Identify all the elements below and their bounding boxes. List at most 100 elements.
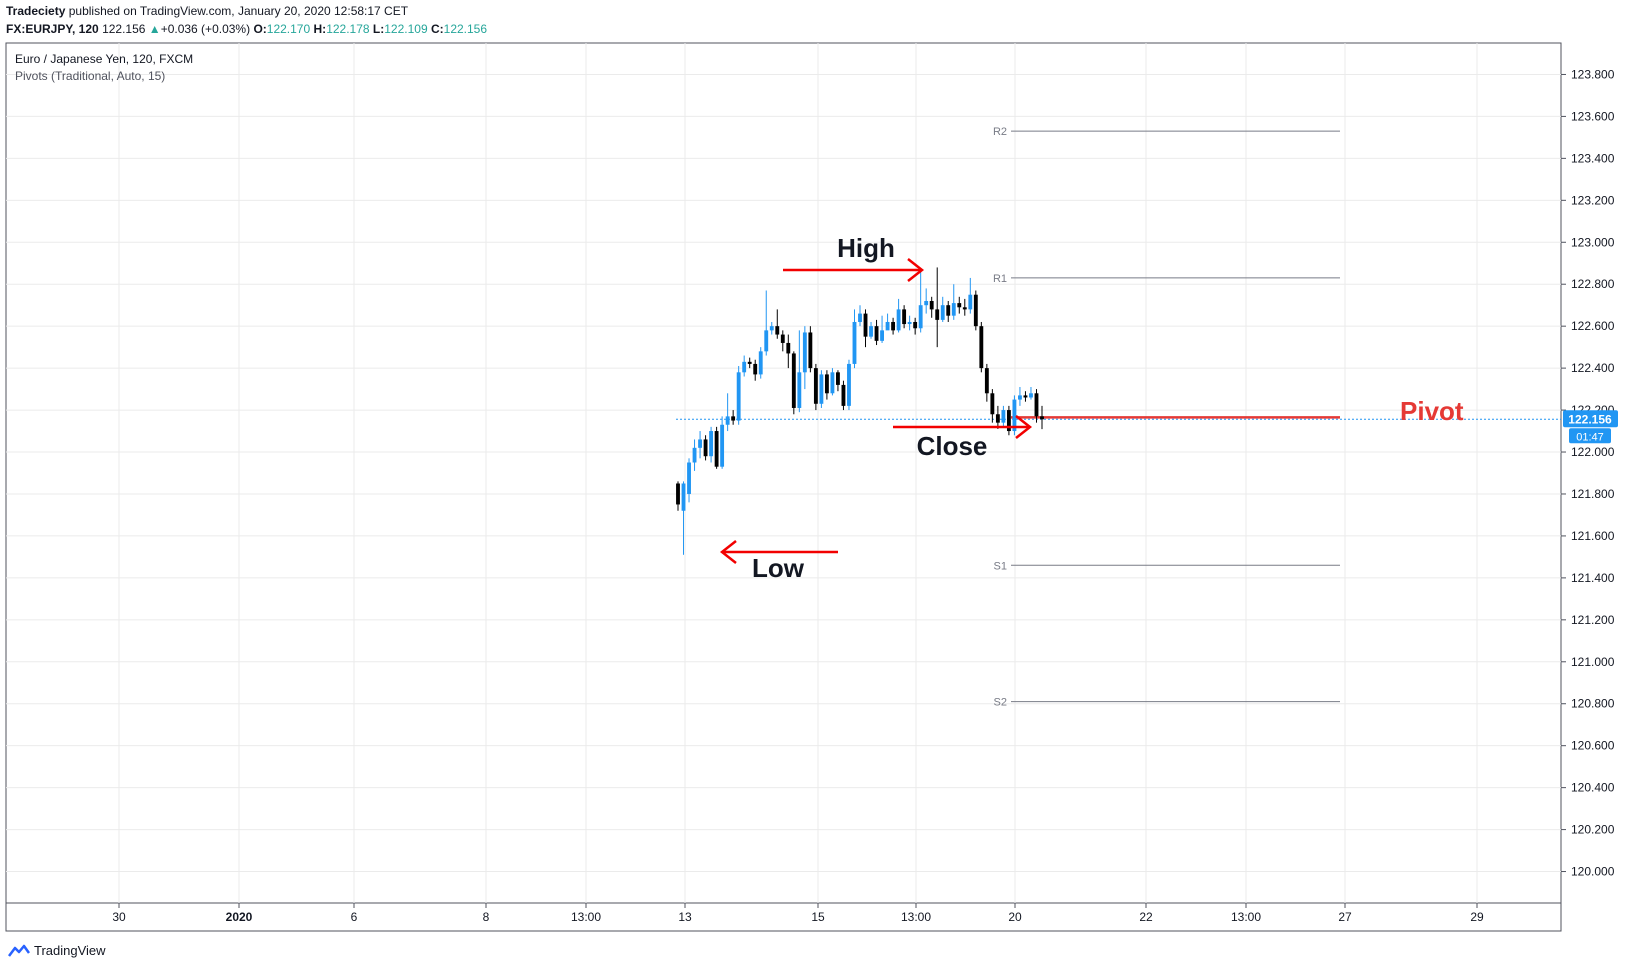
candle-body <box>891 321 896 331</box>
candle-body <box>786 342 791 354</box>
candle-body <box>753 363 758 375</box>
candle-body <box>1012 399 1017 432</box>
publish-header: Tradeciety published on TradingView.com,… <box>6 4 408 18</box>
low-label: L: <box>372 22 385 36</box>
price-tick-label: 121.600 <box>1571 529 1615 543</box>
candle-body <box>1001 410 1006 423</box>
annotations: High Close Low Pivot <box>719 233 1464 583</box>
candle-body <box>907 321 912 325</box>
annotation-close: Close <box>917 431 988 461</box>
price-tick-label: 121.800 <box>1571 487 1615 501</box>
brand-label: TradingView <box>34 943 106 958</box>
candle-body <box>830 372 835 394</box>
time-tick-label: 13:00 <box>1231 910 1261 924</box>
candle-body <box>979 326 984 369</box>
candle-body <box>802 332 807 373</box>
candle-body <box>720 424 725 467</box>
time-tick-label: 22 <box>1139 910 1153 924</box>
annotation-low: Low <box>752 553 805 583</box>
price-tick-label: 122.800 <box>1571 277 1615 291</box>
candle-body <box>725 416 730 425</box>
candle-body <box>791 353 796 408</box>
candle-body <box>918 305 923 329</box>
candle-body <box>703 439 708 457</box>
price-tick-label: 122.600 <box>1571 319 1615 333</box>
candle-body <box>736 372 741 421</box>
grid <box>6 43 1561 903</box>
time-tick-label: 2020 <box>226 910 253 924</box>
candle-body <box>874 326 879 341</box>
candle-body <box>973 294 978 327</box>
last-price-tag-label: 122.156 <box>1568 412 1612 426</box>
candle-body <box>1018 395 1022 400</box>
candle-body <box>841 384 846 406</box>
footer[interactable]: TradingView <box>8 943 106 958</box>
price-tick-label: 122.400 <box>1571 361 1615 375</box>
price-tick-label: 123.600 <box>1571 109 1615 123</box>
candle-body <box>1023 395 1028 398</box>
candle-body <box>1006 410 1011 432</box>
candle-body <box>852 321 857 364</box>
close-arrowhead-icon <box>1015 415 1033 439</box>
candle-body <box>1040 416 1044 420</box>
price-axis[interactable]: 123.800 123.600 123.400 123.200 123.000 122.8… <box>1561 67 1618 879</box>
price-tick-label: 120.800 <box>1571 697 1615 711</box>
time-tick-label: 13:00 <box>901 910 931 924</box>
change-value: +0.036 (+0.03%) <box>160 22 251 36</box>
candle-body <box>676 483 680 505</box>
candle-body <box>946 305 951 316</box>
low-value: 122.109 <box>384 22 428 36</box>
candle-body <box>968 294 973 310</box>
close-label: C: <box>430 22 444 36</box>
publish-info: published on TradingView.com, January 20… <box>68 4 409 18</box>
high-label: H: <box>313 22 327 36</box>
series-legend[interactable]: Euro / Japanese Yen, 120, FXCM <box>15 52 194 66</box>
candle-body <box>924 301 929 306</box>
candle-body <box>698 439 702 448</box>
candle-body <box>869 326 873 337</box>
high-arrowhead-icon <box>907 258 925 282</box>
candle-body <box>769 326 774 331</box>
candle-body <box>880 330 884 341</box>
countdown-tag <box>1569 428 1611 444</box>
symbol-label[interactable]: FX:EURJPY, 120 <box>6 22 99 36</box>
candle-body <box>714 431 719 467</box>
candles <box>676 267 1044 555</box>
candle-body <box>896 309 901 331</box>
candle-body <box>858 313 862 322</box>
candle-body <box>902 309 907 325</box>
candle-body <box>995 414 1000 423</box>
candle-body <box>957 303 962 308</box>
candle-body <box>951 303 956 316</box>
time-tick-label: 30 <box>112 910 126 924</box>
indicator-legend[interactable]: Pivots (Traditional, Auto, 15) <box>15 69 166 83</box>
candle-body <box>692 447 697 463</box>
price-tick-label: 121.000 <box>1571 655 1615 669</box>
time-tick-label: 13 <box>678 910 692 924</box>
last-price-tag <box>1563 410 1618 428</box>
low-arrowhead-icon <box>719 540 737 564</box>
time-axis[interactable]: 30 2020 6 8 13:00 13 15 13:00 20 22 13:00 27 29 <box>112 903 1484 924</box>
author-name[interactable]: Tradeciety <box>6 4 66 18</box>
pivot-level-label: R1 <box>993 273 1007 285</box>
open-label: O: <box>253 22 267 36</box>
candle-body <box>681 483 686 511</box>
time-tick-label: 13:00 <box>571 910 601 924</box>
candle-body <box>1029 393 1033 398</box>
price-tick-label: 121.400 <box>1571 571 1615 585</box>
candle-body <box>819 374 824 404</box>
last-price: 122.156 <box>102 22 146 36</box>
candle-body <box>990 393 995 415</box>
candle-body <box>747 361 752 364</box>
candle-body <box>780 334 785 343</box>
tradingview-logo-icon <box>8 944 30 957</box>
time-tick-label: 29 <box>1470 910 1484 924</box>
price-tick-label: 123.400 <box>1571 151 1615 165</box>
price-tick-label: 120.600 <box>1571 739 1615 753</box>
candle-body <box>863 313 868 337</box>
time-tick-label: 8 <box>483 910 490 924</box>
price-tick-label: 120.000 <box>1571 865 1615 879</box>
countdown-label: 01:47 <box>1576 431 1604 443</box>
candle-body <box>731 416 736 421</box>
